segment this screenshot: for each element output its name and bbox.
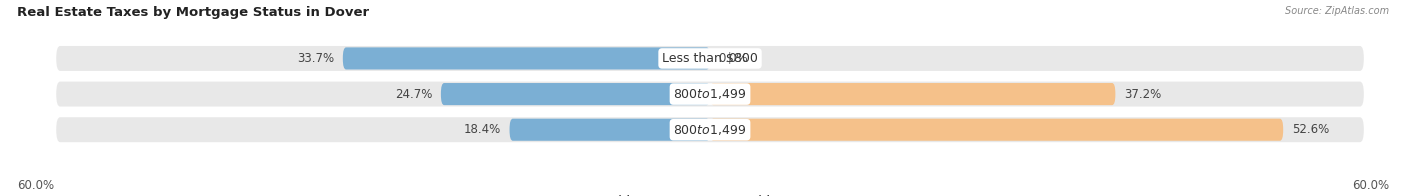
Text: 18.4%: 18.4% xyxy=(464,123,501,136)
Legend: Without Mortgage, With Mortgage: Without Mortgage, With Mortgage xyxy=(586,195,834,196)
Text: $800 to $1,499: $800 to $1,499 xyxy=(673,87,747,101)
Text: 52.6%: 52.6% xyxy=(1292,123,1329,136)
Text: 60.0%: 60.0% xyxy=(1353,179,1389,192)
Text: $800 to $1,499: $800 to $1,499 xyxy=(673,123,747,137)
FancyBboxPatch shape xyxy=(343,47,710,70)
Text: 24.7%: 24.7% xyxy=(395,88,432,101)
Text: 0.0%: 0.0% xyxy=(718,52,748,65)
FancyBboxPatch shape xyxy=(56,46,1364,71)
Text: Source: ZipAtlas.com: Source: ZipAtlas.com xyxy=(1285,6,1389,16)
FancyBboxPatch shape xyxy=(441,83,710,105)
Text: 37.2%: 37.2% xyxy=(1125,88,1161,101)
FancyBboxPatch shape xyxy=(710,83,1115,105)
FancyBboxPatch shape xyxy=(56,82,1364,107)
Text: 60.0%: 60.0% xyxy=(17,179,53,192)
FancyBboxPatch shape xyxy=(509,119,710,141)
FancyBboxPatch shape xyxy=(56,117,1364,142)
Text: 33.7%: 33.7% xyxy=(297,52,335,65)
FancyBboxPatch shape xyxy=(710,119,1284,141)
Text: Real Estate Taxes by Mortgage Status in Dover: Real Estate Taxes by Mortgage Status in … xyxy=(17,6,368,19)
Text: Less than $800: Less than $800 xyxy=(662,52,758,65)
